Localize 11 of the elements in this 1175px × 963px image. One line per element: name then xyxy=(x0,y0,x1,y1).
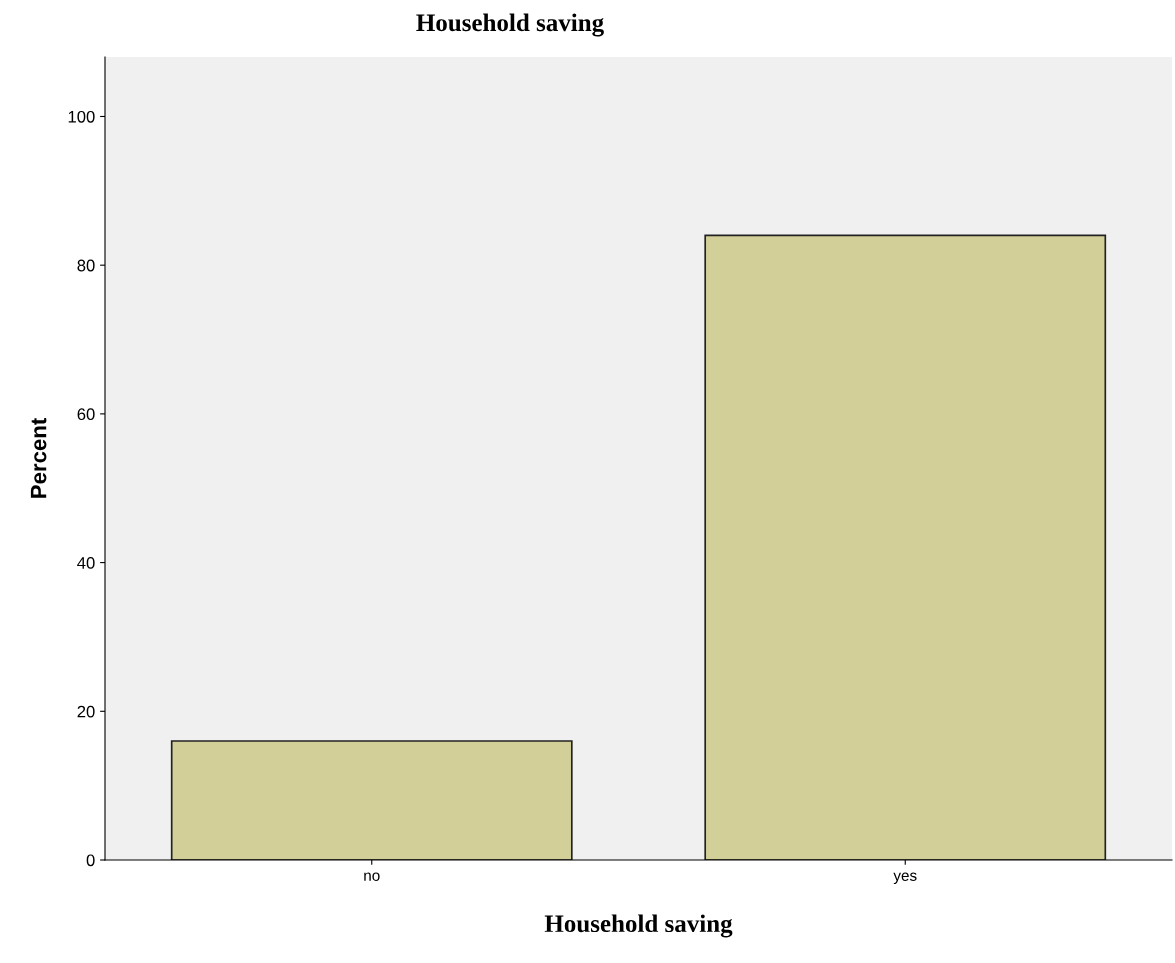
x-tick-label: no xyxy=(364,872,380,881)
y-tick-label: 100 xyxy=(68,110,95,123)
y-tick-label: 20 xyxy=(77,705,95,718)
y-tick-label: 40 xyxy=(77,556,95,569)
x-axis-title: Household saving xyxy=(544,914,733,938)
x-tick-label: yes xyxy=(893,872,917,884)
y-tick-label: 80 xyxy=(77,259,95,272)
y-axis-title: Percent xyxy=(30,418,47,498)
y-tick-label: 0 xyxy=(86,854,95,867)
y-tick-label: 60 xyxy=(77,408,95,421)
chart-title: Household saving xyxy=(416,13,604,37)
